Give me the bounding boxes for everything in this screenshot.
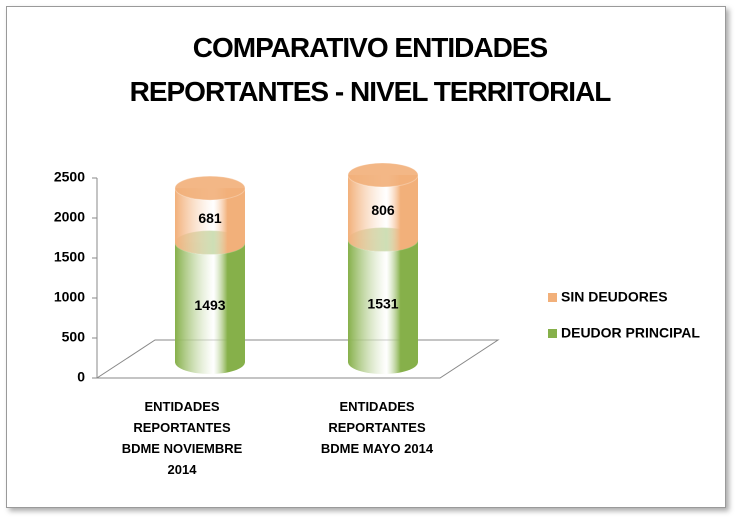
y-tick-label: 2500 [54, 169, 85, 185]
x-tick-label: ENTIDADES REPORTANTES BDME NOVIEMBRE 201… [121, 399, 243, 477]
cylinder-top [347, 162, 419, 188]
cylinder-top [174, 175, 246, 201]
data-label: 1531 [367, 295, 398, 311]
data-label: 1493 [194, 297, 225, 313]
legend-label: SIN DEUDORES [561, 289, 668, 305]
data-label: 681 [198, 210, 222, 226]
y-tick-label: 0 [77, 369, 85, 385]
legend-label: DEUDOR PRINCIPAL [561, 325, 700, 341]
floor [95, 339, 500, 379]
legend-swatch [548, 293, 557, 302]
cylinder-segment [175, 188, 245, 255]
y-tick-label: 500 [62, 329, 86, 345]
x-tick-label: ENTIDADES REPORTANTES BDME MAYO 2014 [320, 399, 434, 456]
cylinder-segment [348, 239, 418, 374]
y-tick-label: 1500 [54, 249, 85, 265]
chart-title: COMPARATIVO ENTIDADES REPORTANTES - NIVE… [129, 32, 612, 107]
data-label: 806 [371, 202, 395, 218]
legend-swatch [548, 329, 557, 338]
cylinder-segment [348, 175, 418, 252]
y-tick-label: 1000 [54, 289, 85, 305]
cylinder-segment [175, 242, 245, 374]
y-tick-label: 2000 [54, 209, 85, 225]
